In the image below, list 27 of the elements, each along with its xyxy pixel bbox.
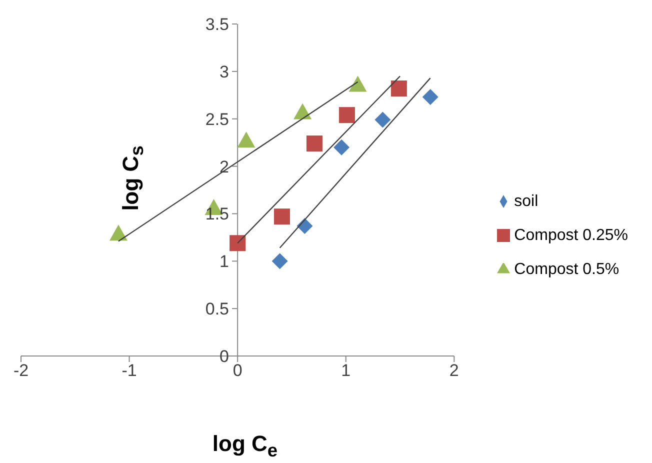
legend-label: soil bbox=[514, 192, 538, 210]
legend-label: Compost 0.25% bbox=[514, 226, 628, 244]
point bbox=[422, 89, 438, 106]
legend-label: Compost 0.5% bbox=[514, 260, 620, 278]
y-tick-label: 3 bbox=[220, 62, 229, 82]
x-tick-label: 2 bbox=[449, 361, 459, 380]
y-tick-label: 3.5 bbox=[205, 15, 229, 34]
point bbox=[306, 136, 322, 152]
point bbox=[230, 235, 246, 252]
point bbox=[374, 112, 391, 128]
point bbox=[390, 80, 407, 97]
x-axis-title: log C$_{e}$ bbox=[211, 431, 279, 462]
y-tick-label: 1 bbox=[220, 252, 229, 272]
y-tick-label: 0.5 bbox=[205, 300, 229, 319]
point bbox=[334, 139, 350, 156]
point bbox=[272, 253, 288, 270]
point bbox=[109, 224, 128, 241]
x-tick-label: 0 bbox=[232, 361, 242, 380]
point bbox=[237, 132, 256, 148]
point bbox=[338, 107, 355, 124]
point bbox=[294, 103, 312, 120]
x-tick-label: -1 bbox=[122, 361, 137, 380]
y-tick-label: 2.5 bbox=[205, 110, 229, 129]
x-tick-label: -2 bbox=[13, 361, 29, 380]
point bbox=[348, 76, 367, 92]
x-tick-label: 1 bbox=[341, 361, 351, 380]
point bbox=[274, 208, 290, 225]
